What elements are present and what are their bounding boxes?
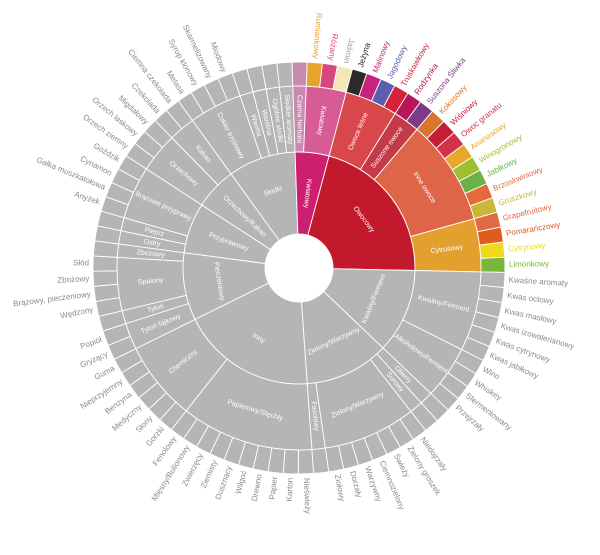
- label-swiezy: Świeży: [392, 452, 412, 479]
- label-kwas-octowy: Kwas octowy: [507, 291, 554, 306]
- segment-cytrynowy: [479, 241, 506, 259]
- label-dorzaly: Dorzały: [348, 470, 364, 499]
- label-karton: Karton: [285, 478, 295, 502]
- label-limonkowy: Limonkowy: [509, 259, 549, 269]
- label-popiol: Popiół: [79, 335, 103, 351]
- label-ziemisty: Ziemisty: [199, 459, 219, 490]
- label-wedzony: Wędzony: [60, 305, 94, 320]
- label-rozany: Różany: [327, 33, 340, 61]
- label-kwasne-aromaty: Kwaśne aromaty: [508, 275, 568, 287]
- label-fasolowy: Fasolowy: [310, 401, 320, 432]
- label-ziolowy: Ziołowy: [333, 474, 347, 502]
- segment-zbozowy: [92, 270, 119, 287]
- segment-fasolowy-leaf: [311, 447, 330, 474]
- label-warzywny: Warzywny: [363, 465, 383, 503]
- label-kwiatowy: Kwiatowy: [315, 105, 326, 136]
- label-spalony: Spalony: [138, 277, 164, 286]
- label-slony: Słony: [134, 414, 154, 435]
- label-grapefruitowy: Grapefruitowy: [502, 202, 553, 222]
- label-miodowy: Miodowy: [209, 41, 229, 74]
- label-ostry: Ostry: [143, 238, 161, 248]
- label-cytrynowy: Cytrynowy: [508, 241, 546, 253]
- label-dusznacy: Dusznący: [214, 465, 234, 501]
- segment-slodkie-aromaty-leaf: [276, 61, 294, 88]
- label-zbozowy: Zbożowy: [57, 274, 89, 285]
- label-sfermentowany: Sfermentowany: [464, 391, 514, 432]
- label-wino: Wino: [481, 365, 502, 382]
- label-pieprz: Pieprz: [144, 227, 165, 239]
- label-tyton: Tytoń: [146, 303, 164, 314]
- label-kwas-maslowy: Kwas masłowy: [504, 306, 558, 326]
- label-wilgoc: Wilgoć: [234, 470, 249, 496]
- label-pomaranczowy: Pomarańczowy: [505, 220, 560, 238]
- label-czarna-herbata: Czarna herbata: [296, 95, 303, 143]
- label-slodkie-aromaty: Słodkie aromaty: [283, 94, 294, 145]
- label-nieswiezy: Nieświeży: [302, 478, 312, 514]
- label-brazowy-pieczeniowy: Brązowy, pieczeniowy: [13, 290, 92, 309]
- label-guma: Guma: [93, 363, 117, 382]
- label-jezyna: Jeżyna: [356, 41, 372, 68]
- segment-nieswiezy: [297, 449, 315, 475]
- segment-limonkowy: [480, 256, 506, 273]
- label-anyzek: Anyżek: [73, 190, 102, 207]
- label-gruszkowy: Gruszkowy: [497, 187, 537, 208]
- label-zbozowy: Zbożowy: [136, 249, 165, 259]
- segment-slod: [92, 255, 118, 272]
- label-papier: Papier: [268, 476, 280, 500]
- label-kwiatowy: Kwiatowy: [302, 178, 312, 209]
- segment-jasmin: [332, 65, 353, 93]
- label-rumiankowy: Rumiankowy: [311, 13, 323, 59]
- label-jasmin: Jaśmin: [342, 38, 356, 65]
- label-drewno: Drewno: [250, 473, 264, 502]
- segment-karton: [282, 448, 299, 475]
- segment-czarna-herbata-leaf: [291, 61, 308, 87]
- label-slod: Słód: [73, 258, 89, 267]
- label-cytrusowy: Cytrusowy: [430, 244, 464, 255]
